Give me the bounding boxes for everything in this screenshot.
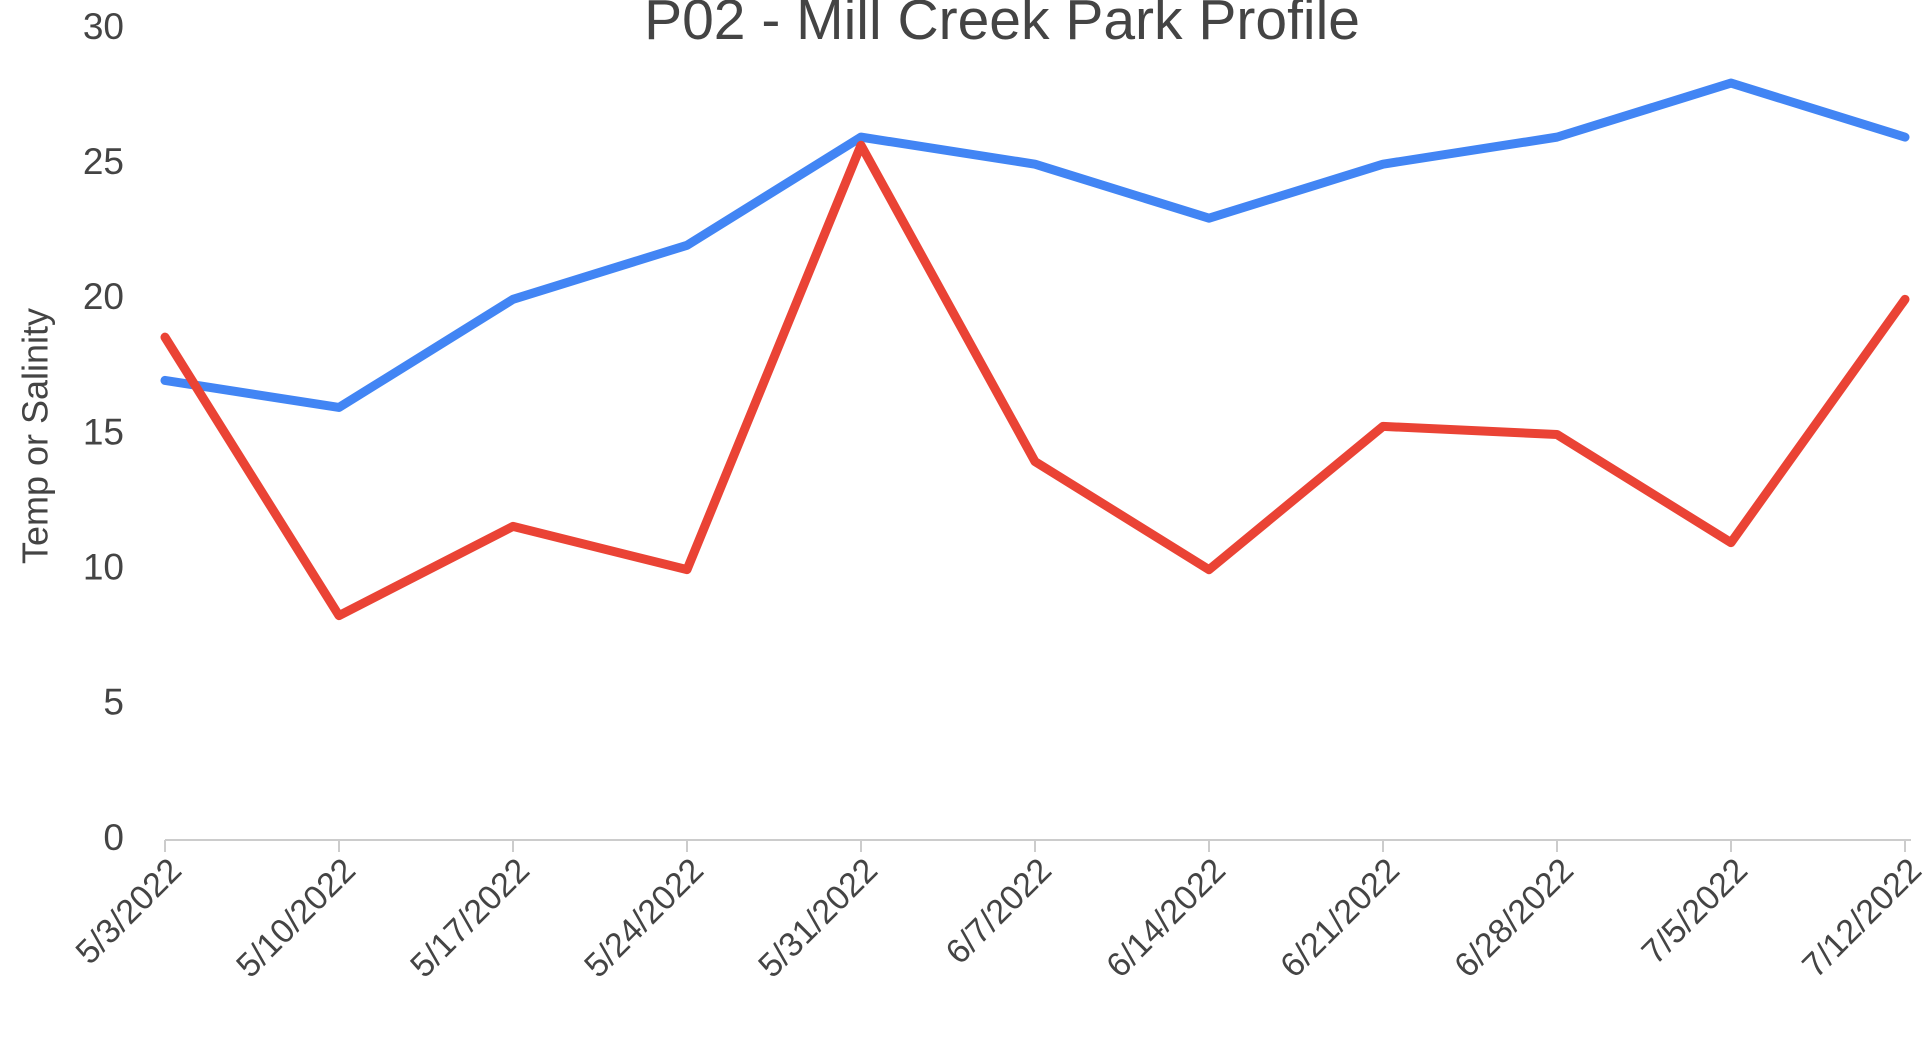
series-line xyxy=(160,140,1910,621)
x-tick-label: 5/3/2022 xyxy=(69,851,189,971)
y-tick-label: 30 xyxy=(83,6,124,47)
y-axis-label: Temp or Salinity xyxy=(15,308,56,564)
y-tick-label: 25 xyxy=(83,141,124,182)
chart-title: P02 - Mill Creek Park Profile xyxy=(644,0,1360,52)
y-tick-label: 5 xyxy=(103,682,124,723)
y-tick-label: 0 xyxy=(103,817,124,858)
y-tick-label: 20 xyxy=(83,276,124,317)
x-tick-label: 6/14/2022 xyxy=(1099,851,1233,985)
x-tick-label: 7/12/2022 xyxy=(1795,851,1926,985)
y-tick-label: 15 xyxy=(83,411,124,452)
x-tick-label: 7/5/2022 xyxy=(1635,851,1755,971)
x-tick-label: 5/17/2022 xyxy=(403,851,537,985)
x-tick-label: 6/28/2022 xyxy=(1447,851,1581,985)
x-tick-label: 6/7/2022 xyxy=(939,851,1059,971)
x-tick-label: 5/31/2022 xyxy=(751,851,885,985)
y-tick-label: 10 xyxy=(83,546,124,587)
x-tick-label: 5/24/2022 xyxy=(577,851,711,985)
series-line xyxy=(160,78,1910,412)
x-tick-label: 5/10/2022 xyxy=(229,851,363,985)
x-tick-label: 6/21/2022 xyxy=(1273,851,1407,985)
